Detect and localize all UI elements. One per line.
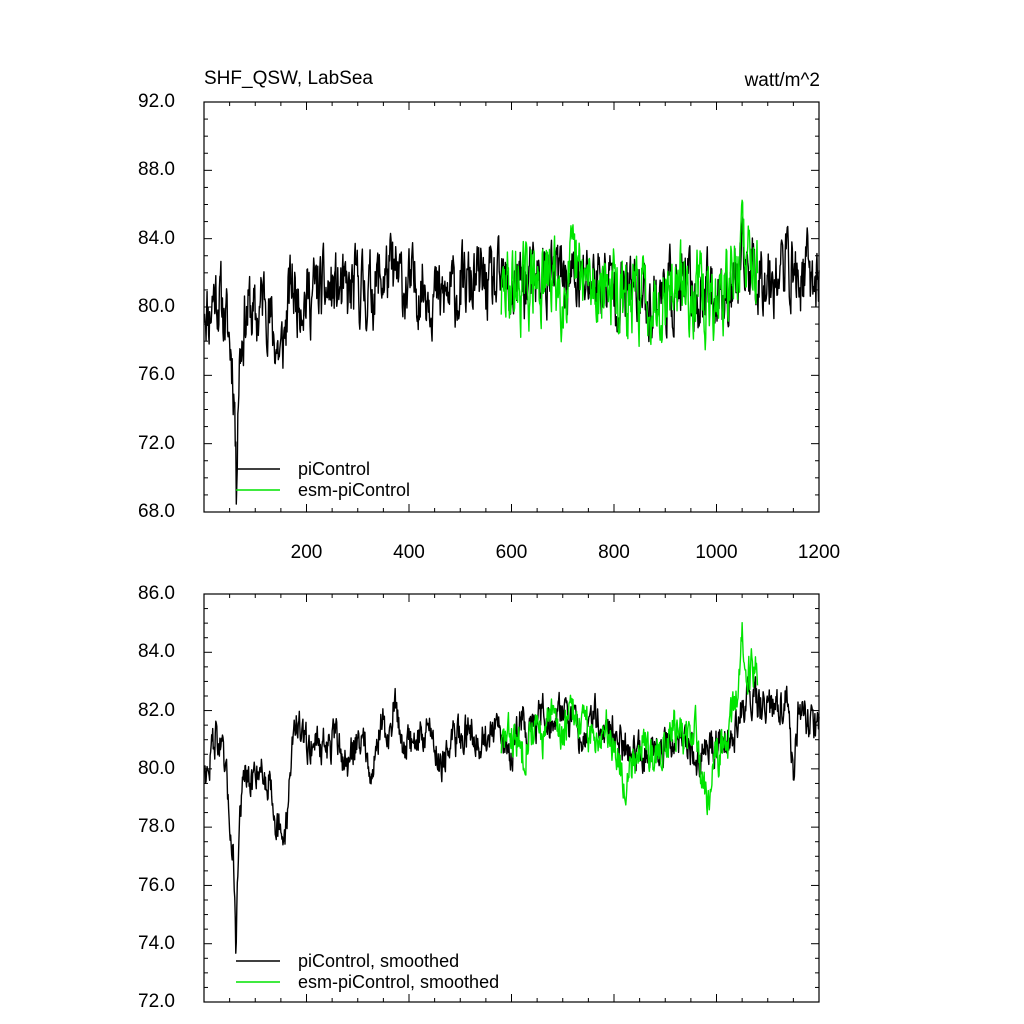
top-y-tick-labels: 68.0 72.0 76.0 80.0 84.0 88.0 92.0: [138, 91, 175, 522]
bottom-y-tick-label: 78.0: [138, 816, 175, 837]
bottom-plot-frame: [203, 593, 820, 1003]
top-plot-lines: [203, 199, 820, 505]
top-x-tick-label: 1000: [695, 542, 737, 563]
bottom-y-tick-label: 86.0: [138, 583, 175, 604]
bottom-legend: piControl, smoothed esm-piControl, smoot…: [236, 951, 499, 992]
top-x-tick-label: 1200: [798, 542, 840, 563]
top-y-tick-label: 80.0: [138, 296, 175, 317]
top-ticks: [204, 101, 820, 513]
top-x-tick-label: 200: [291, 542, 323, 563]
legend-label-esm-picontrol: esm-piControl: [298, 480, 410, 500]
bottom-y-tick-label: 82.0: [138, 700, 175, 721]
bottom-y-tick-label: 76.0: [138, 875, 175, 896]
series-line-esm-picontrol: [500, 199, 759, 351]
top-y-tick-label: 72.0: [138, 433, 175, 454]
top-x-tick-label: 800: [598, 542, 630, 563]
legend-label-picontrol-smoothed: piControl, smoothed: [298, 951, 459, 971]
bottom-y-tick-labels: 72.0 74.0 76.0 78.0 80.0 82.0 84.0 86.0: [138, 583, 175, 1012]
top-legend: piControl esm-piControl: [236, 459, 410, 500]
legend-label-picontrol: piControl: [298, 459, 370, 479]
top-y-tick-label: 68.0: [138, 501, 175, 522]
bottom-ticks: [204, 593, 820, 1003]
top-units: watt/m^2: [744, 70, 820, 91]
bottom-y-tick-label: 84.0: [138, 641, 175, 662]
top-x-tick-label: 600: [496, 542, 528, 563]
bottom-y-tick-label: 74.0: [138, 933, 175, 954]
top-y-tick-label: 84.0: [138, 228, 175, 249]
top-x-tick-label: 400: [393, 542, 425, 563]
bottom-panel: 72.0 74.0 76.0 78.0 80.0 82.0 84.0 86.0 …: [138, 583, 820, 1012]
top-y-tick-label: 88.0: [138, 159, 175, 180]
top-y-tick-label: 76.0: [138, 364, 175, 385]
bottom-y-tick-label: 80.0: [138, 758, 175, 779]
series-line-esm-picontrol-smoothed: [500, 621, 759, 816]
bottom-plot-lines: [203, 621, 820, 954]
series-line-picontrol-smoothed: [203, 676, 820, 954]
legend-label-esm-picontrol-smoothed: esm-piControl, smoothed: [298, 972, 499, 992]
top-y-tick-label: 92.0: [138, 91, 175, 112]
bottom-y-tick-label: 72.0: [138, 991, 175, 1012]
top-panel: SHF_QSW, LabSea watt/m^2 68.0 72.0 76.0 …: [138, 68, 840, 563]
top-title: SHF_QSW, LabSea: [204, 68, 373, 89]
top-x-tick-labels: 200 400 600 800 1000 1200: [291, 542, 840, 563]
